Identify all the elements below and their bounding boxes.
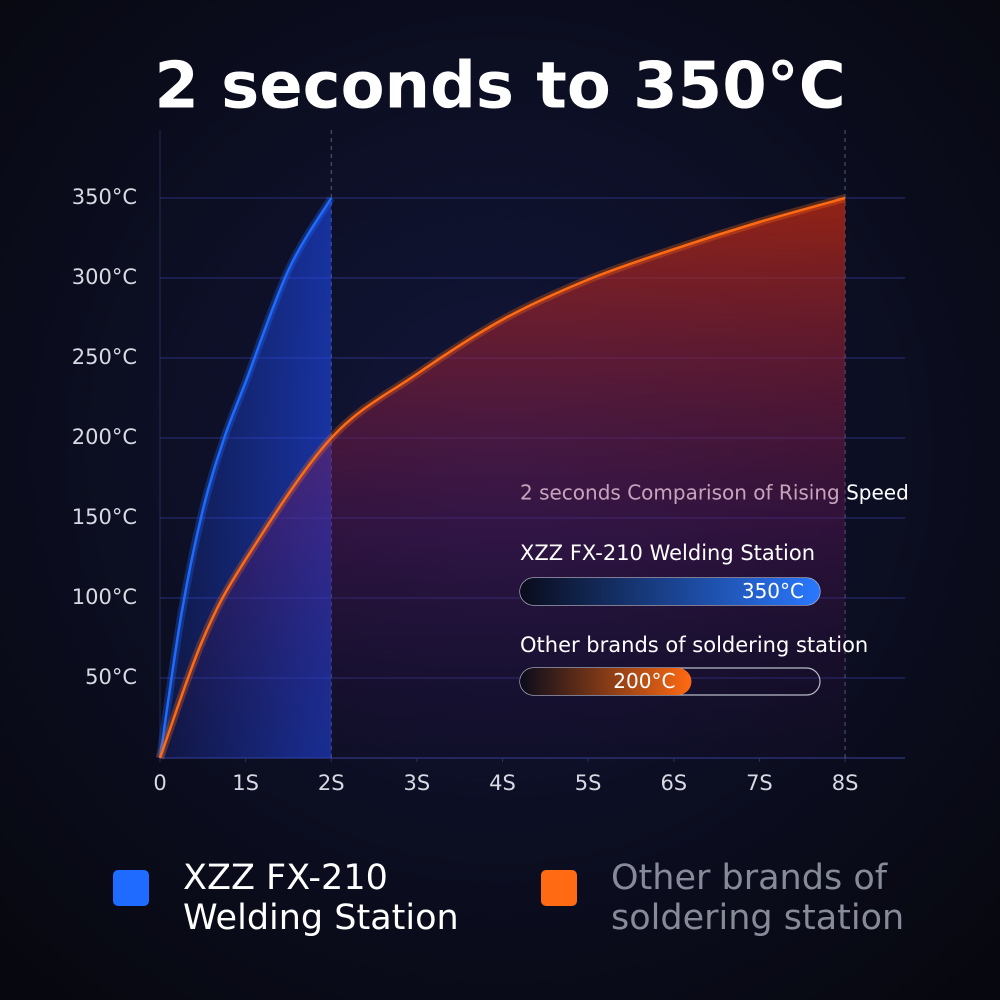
x-tick-label: 6S (660, 771, 687, 795)
comparison-bar (520, 578, 820, 605)
series-line (158, 196, 846, 759)
legend-item: Other brands of soldering station (541, 858, 941, 938)
series-area (160, 198, 846, 758)
y-tick-label: 150°C (72, 505, 137, 529)
y-tick-label: 100°C (72, 585, 137, 609)
legend-item: XZZ FX-210 Welding Station (113, 858, 493, 938)
x-tick-label: 5S (575, 771, 602, 795)
comparison-bar (520, 668, 692, 695)
x-tick-label: 7S (746, 771, 773, 795)
x-tick-label: 0 (153, 771, 166, 795)
y-tick-label: 250°C (72, 345, 137, 369)
x-tick-label: 2S (318, 771, 345, 795)
comparison-label: Other brands of soldering station (520, 633, 868, 657)
y-tick-label: 300°C (72, 265, 137, 289)
x-tick-label: 3S (404, 771, 431, 795)
x-tick-label: 8S (832, 771, 859, 795)
y-tick-label: 50°C (85, 665, 137, 689)
chart-title: 2 seconds to 350°C (154, 50, 845, 124)
y-tick-label: 200°C (72, 425, 137, 449)
series-line (158, 197, 333, 759)
legend-label: Other brands of soldering station (611, 858, 905, 938)
legend-swatch (541, 870, 577, 906)
comparison-value: 350°C (742, 579, 804, 603)
x-tick-label: 1S (232, 771, 259, 795)
legend-swatch (113, 870, 149, 906)
comparison-label: XZZ FX-210 Welding Station (520, 541, 815, 565)
x-tick-label: 4S (489, 771, 516, 795)
y-tick-label: 350°C (72, 185, 137, 209)
comparison-value: 200°C (613, 669, 675, 693)
legend-label: XZZ FX-210 Welding Station (183, 858, 459, 938)
